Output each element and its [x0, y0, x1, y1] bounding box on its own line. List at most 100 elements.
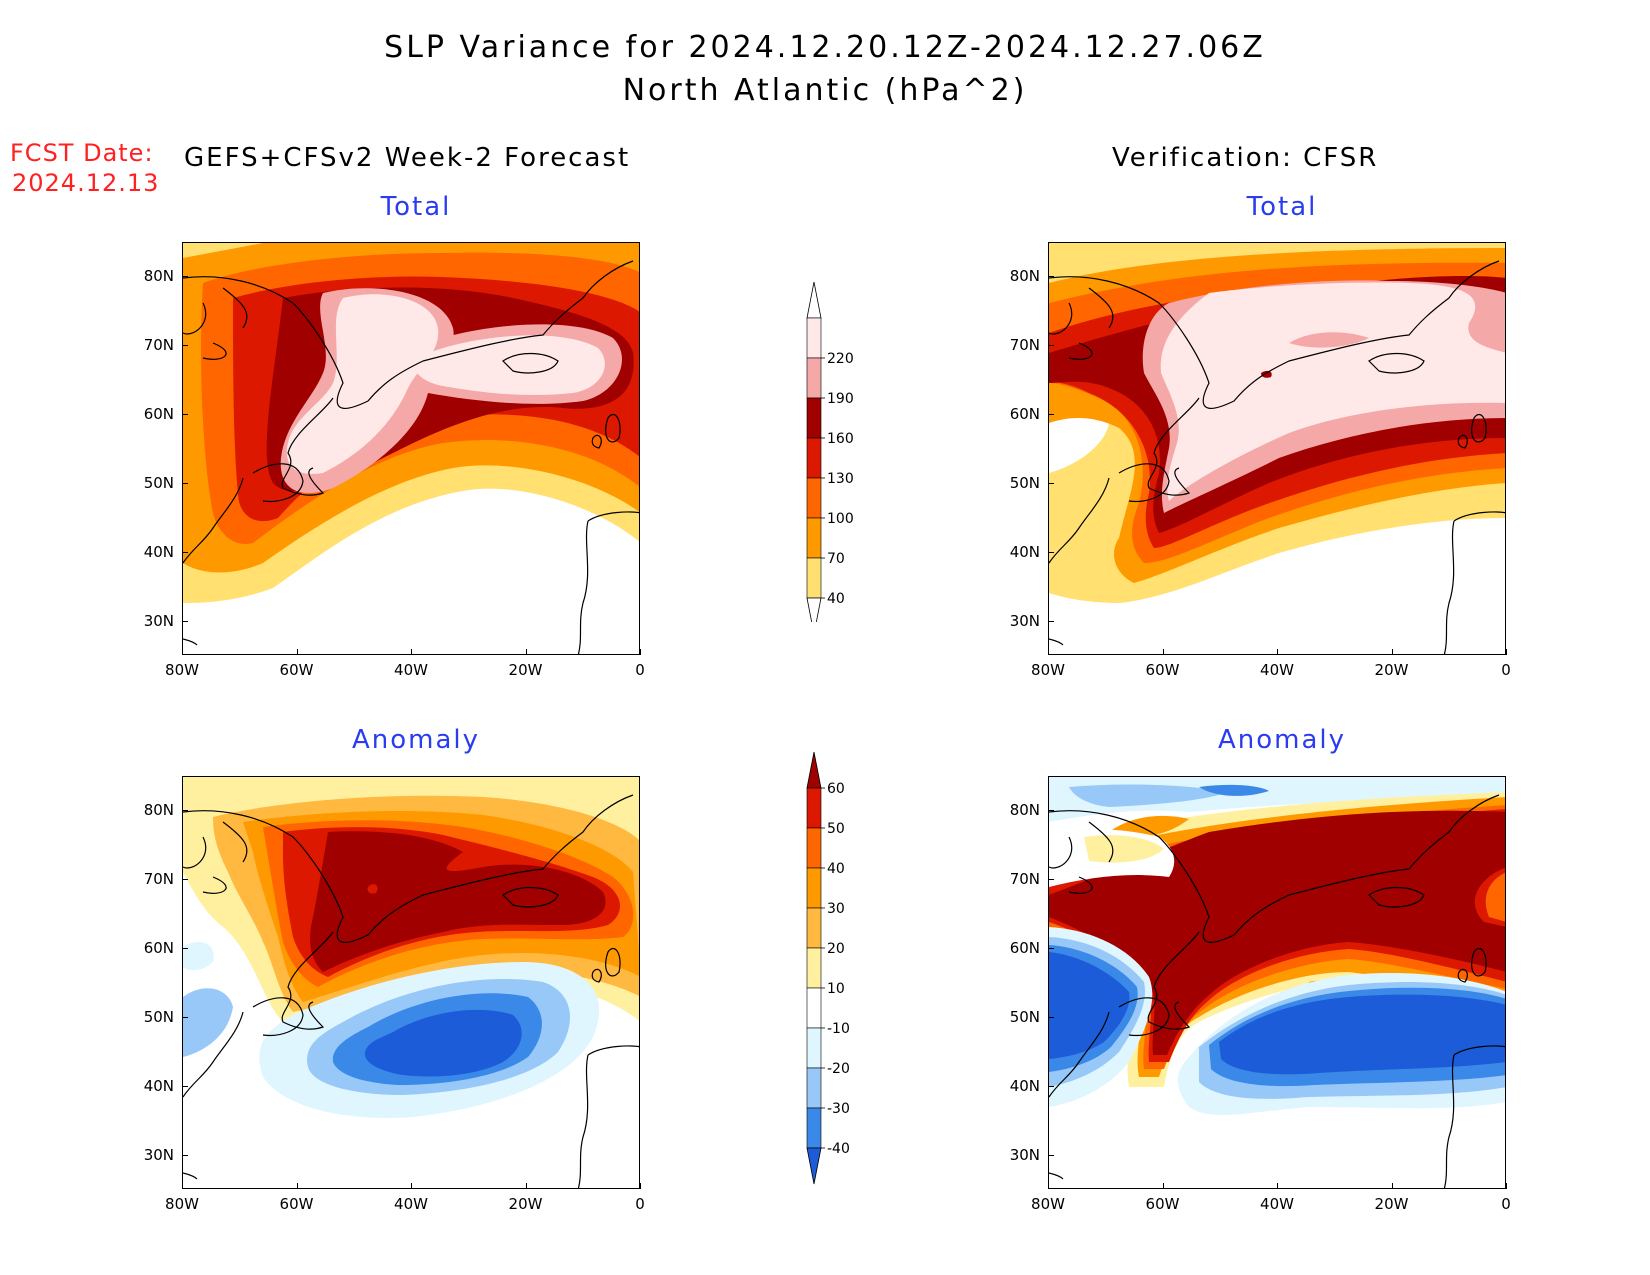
y-tick-label: 40N — [143, 1076, 174, 1095]
x-tick-mark — [525, 1183, 527, 1189]
colorbar-segment — [806, 1107, 822, 1149]
map-verification-anomaly — [1048, 776, 1506, 1189]
y-tick-label: 70N — [1009, 336, 1040, 355]
colorbar-segment — [806, 357, 822, 399]
y-tick-mark — [182, 1154, 188, 1156]
x-tick-mark — [1391, 649, 1393, 655]
x-tick-mark — [1506, 1183, 1507, 1189]
colorbar-segment — [806, 987, 822, 1029]
y-tick-label: 40N — [1009, 542, 1040, 561]
y-tick-label: 80N — [143, 801, 174, 820]
y-tick-mark — [1048, 482, 1054, 484]
left-column-title: GEFS+CFSv2 Week-2 Forecast — [184, 143, 631, 173]
y-tick-mark — [182, 948, 188, 950]
y-tick-mark — [1048, 620, 1054, 622]
y-tick-mark — [1048, 879, 1054, 881]
x-tick-mark — [1162, 1183, 1164, 1189]
colorbar-label: 160 — [827, 431, 854, 447]
y-tick-label: 50N — [1009, 473, 1040, 492]
panel-title-verification-total: Total — [1246, 192, 1318, 222]
colorbar-label: 70 — [827, 551, 845, 567]
colorbar-label: -20 — [827, 1061, 850, 1077]
colorbar-segment — [806, 477, 822, 519]
colorbar-label: 50 — [827, 821, 845, 837]
x-tick-mark — [296, 649, 298, 655]
y-tick-mark — [1048, 414, 1054, 416]
y-tick-label: 70N — [143, 336, 174, 355]
x-tick-label: 40W — [1260, 1195, 1294, 1213]
anomaly-colorbar: 60 50 40 30 20 10 -10 -20 -30 -40 — [806, 752, 850, 1185]
colorbar-segment — [806, 317, 822, 359]
x-tick-mark — [411, 1183, 412, 1189]
colorbar-segment — [806, 907, 822, 949]
colorbar-label: 40 — [827, 861, 845, 877]
y-tick-label: 50N — [1009, 1007, 1040, 1026]
map-verification-total — [1048, 242, 1506, 655]
x-tick-label: 80W — [1031, 661, 1065, 679]
y-tick-mark — [1048, 345, 1054, 347]
chart-title: SLP Variance for 2024.12.20.12Z-2024.12.… — [384, 30, 1266, 65]
x-tick-label: 20W — [1374, 1195, 1409, 1213]
x-tick-mark — [411, 649, 412, 655]
x-tick-mark — [1277, 649, 1278, 655]
y-tick-mark — [182, 620, 188, 622]
colorbar-segment — [806, 397, 822, 439]
y-tick-label: 30N — [1009, 1145, 1040, 1164]
x-tick-label: 0 — [1501, 661, 1511, 679]
colorbar-segment — [806, 437, 822, 479]
x-tick-label: 20W — [508, 661, 543, 679]
colorbar-label: 220 — [827, 351, 854, 367]
colorbar-label: 10 — [827, 981, 845, 997]
y-tick-label: 30N — [1009, 611, 1040, 630]
colorbar-segment — [806, 827, 822, 869]
y-tick-label: 70N — [143, 870, 174, 889]
colorbar-bottom-triangle — [806, 597, 822, 622]
x-tick-mark — [640, 649, 641, 655]
x-tick-label: 60W — [1145, 661, 1180, 679]
y-tick-mark — [182, 276, 188, 278]
colorbar-segment — [806, 947, 822, 989]
x-tick-label: 0 — [635, 661, 645, 679]
x-tick-mark — [1506, 649, 1507, 655]
x-tick-label: 20W — [1374, 661, 1409, 679]
y-tick-mark — [1048, 551, 1054, 553]
y-tick-label: 80N — [1009, 267, 1040, 286]
colorbar-label: 190 — [827, 391, 854, 407]
y-tick-mark — [1048, 1016, 1054, 1018]
colorbar-label: 100 — [827, 511, 854, 527]
x-tick-label: 80W — [165, 661, 199, 679]
colorbar-label: -40 — [827, 1141, 850, 1157]
y-tick-label: 80N — [143, 267, 174, 286]
y-tick-label: 60N — [1009, 405, 1040, 424]
colorbar-top-triangle — [806, 282, 822, 319]
colorbar-top-triangle — [806, 752, 822, 789]
colorbar-label: -30 — [827, 1101, 850, 1117]
y-tick-mark — [1048, 276, 1054, 278]
right-column-title: Verification: CFSR — [1112, 143, 1379, 173]
y-tick-mark — [182, 345, 188, 347]
x-tick-mark — [296, 1183, 298, 1189]
x-tick-mark — [1277, 1183, 1278, 1189]
y-tick-mark — [182, 810, 188, 812]
x-tick-label: 80W — [165, 1195, 199, 1213]
map-forecast-total — [182, 242, 640, 655]
x-tick-label: 40W — [394, 661, 428, 679]
colorbar-label: 40 — [827, 591, 845, 607]
y-tick-label: 40N — [143, 542, 174, 561]
colorbar-label: 30 — [827, 901, 845, 917]
panel-title-forecast-total: Total — [380, 192, 452, 222]
colorbar-bottom-triangle — [806, 1147, 822, 1185]
y-tick-mark — [1048, 1154, 1054, 1156]
colorbar-label: 20 — [827, 941, 845, 957]
total-colorbar: 220 190 160 130 100 70 40 — [806, 282, 854, 622]
y-tick-mark — [1048, 1085, 1054, 1087]
x-tick-label: 60W — [1145, 1195, 1180, 1213]
x-tick-mark — [1048, 649, 1049, 655]
y-tick-label: 50N — [143, 473, 174, 492]
y-tick-label: 50N — [143, 1007, 174, 1026]
x-tick-label: 80W — [1031, 1195, 1065, 1213]
x-tick-label: 60W — [279, 1195, 314, 1213]
x-tick-label: 40W — [1260, 661, 1294, 679]
x-tick-label: 20W — [508, 1195, 543, 1213]
y-tick-mark — [182, 482, 188, 484]
